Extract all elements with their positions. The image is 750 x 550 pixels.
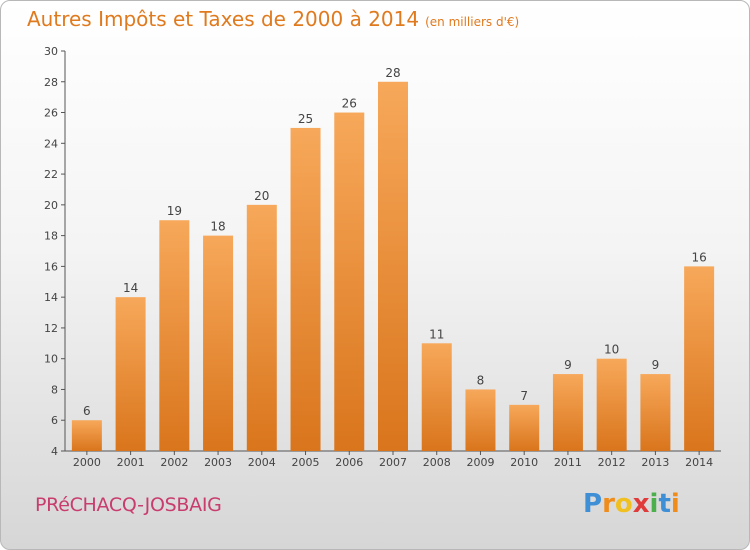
bar-value-label: 14: [123, 281, 138, 295]
bar: [246, 204, 277, 451]
x-tick-label: 2001: [117, 456, 145, 469]
bar: [203, 235, 234, 451]
bar: [552, 374, 583, 451]
bar-value-label: 20: [254, 189, 269, 203]
y-tick-label: 12: [44, 322, 58, 335]
bar: [421, 343, 452, 451]
bar-value-label: 10: [604, 343, 619, 357]
x-tick-label: 2011: [554, 456, 582, 469]
bar-value-label: 9: [564, 358, 572, 372]
bar-value-label: 6: [83, 404, 91, 418]
x-tick-label: 2007: [379, 456, 407, 469]
bar-value-label: 26: [342, 97, 357, 111]
x-tick-label: 2012: [598, 456, 626, 469]
logo-letter: P: [583, 489, 603, 519]
bar-value-label: 18: [210, 220, 225, 234]
bar-value-label: 25: [298, 112, 313, 126]
y-tick-label: 30: [44, 45, 58, 58]
bar: [509, 404, 540, 451]
logo-letter: i: [649, 489, 659, 519]
bar-value-label: 11: [429, 327, 444, 341]
bar-value-label: 28: [385, 66, 400, 80]
x-tick-label: 2006: [335, 456, 363, 469]
y-tick-label: 24: [44, 137, 58, 150]
bar: [684, 266, 715, 451]
proxiti-logo: Proxiti: [583, 489, 680, 519]
y-tick-label: 6: [51, 414, 58, 427]
bar: [640, 374, 671, 451]
y-tick-label: 20: [44, 199, 58, 212]
logo-letter: i: [670, 489, 680, 519]
logo-letter: x: [632, 489, 650, 519]
x-tick-label: 2002: [160, 456, 188, 469]
bar-value-label: 8: [477, 373, 485, 387]
y-tick-label: 10: [44, 353, 58, 366]
bar: [334, 112, 365, 452]
bar: [71, 420, 102, 451]
bar-value-label: 19: [167, 204, 182, 218]
y-tick-label: 28: [44, 76, 58, 89]
bar: [596, 358, 627, 451]
chart-unit-label: (en milliers d'€): [425, 15, 520, 29]
place-name: PRéCHACQ-JOSBAIG: [35, 494, 222, 516]
chart-title: Autres Impôts et Taxes de 2000 à 2014 (en…: [27, 7, 519, 31]
bar: [378, 81, 408, 452]
y-tick-label: 14: [44, 291, 58, 304]
bars: 6 14 19 18 20 25 26 28 11 8 7 9 10 9 16: [71, 66, 715, 452]
bar: [159, 220, 190, 451]
y-tick-label: 26: [44, 107, 58, 120]
x-tick-label: 2004: [248, 456, 276, 469]
y-tick-label: 8: [51, 383, 58, 396]
y-tick-label: 22: [44, 168, 58, 181]
x-tick-label: 2009: [466, 456, 494, 469]
y-tick-label: 16: [44, 260, 58, 273]
x-tick-label: 2014: [685, 456, 713, 469]
bar: [115, 297, 146, 451]
logo-letter: t: [658, 489, 671, 519]
x-tick-label: 2003: [204, 456, 232, 469]
axes: 4 6 8 10 12 14 16 18 20 22 24 26 28 30 2000 2001 2002 200…: [44, 45, 721, 469]
bar-value-label: 7: [520, 389, 528, 403]
x-tick-label: 2005: [292, 456, 320, 469]
y-tick-label: 4: [51, 445, 58, 458]
x-tick-label: 2013: [641, 456, 669, 469]
x-tick-label: 2000: [73, 456, 101, 469]
bar: [465, 389, 496, 451]
x-tick-label: 2010: [510, 456, 538, 469]
y-tick-label: 18: [44, 230, 58, 243]
bar-value-label: 9: [652, 358, 660, 372]
logo-letter: r: [602, 489, 615, 519]
bar-value-label: 16: [691, 250, 706, 264]
bar: [290, 127, 321, 451]
logo-letter: o: [614, 489, 633, 519]
chart-title-text: Autres Impôts et Taxes de 2000 à 2014: [27, 7, 420, 31]
x-tick-label: 2008: [423, 456, 451, 469]
